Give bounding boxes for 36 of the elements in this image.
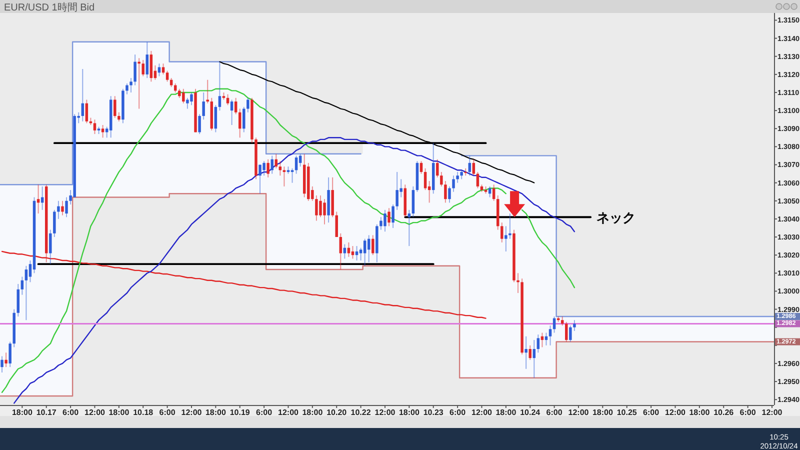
x-tick-label: 18:00 [205,408,226,417]
x-tick-label: 12:00 [278,408,300,417]
x-tick-label: 6:00 [256,408,273,417]
series-label: ネック [596,210,636,225]
x-tick-label: 6:00 [450,408,466,417]
x-tick-label: 10.19 [230,408,250,417]
x-tick-label: 18:00 [302,408,324,417]
line-series [1,250,486,319]
x-tick-label: 18:00 [496,408,517,417]
x-tick-label: 12:00 [84,408,106,417]
x-tick-label: 12:00 [181,408,202,417]
x-tick-label: 6:00 [546,408,563,417]
x-tick-label: 12:00 [374,408,396,417]
x-tick-label: 10.25 [616,408,638,417]
x-tick-label: 6:00 [62,408,80,417]
x-tick-label: 10.26 [714,408,734,417]
x-tick-label: 18:00 [12,408,33,417]
x-tick-label: 10.17 [36,408,57,417]
x-tick-label: 12:00 [665,408,686,417]
chart-title: EUR/USD 1時間 Bid [4,2,95,14]
x-tick-label: 10.23 [423,408,444,417]
x-tick-label: 6:00 [159,408,176,417]
x-tick-label: 18:00 [108,408,130,417]
x-tick-label: 12:00 [762,408,783,417]
x-tick-label: 6:00 [643,408,660,417]
line-series [14,137,576,404]
x-tick-label: 12:00 [472,408,493,417]
x-tick-label: 10.18 [133,408,154,417]
x-tick-label: 18:00 [592,408,614,417]
x-tick-label: 10.20 [326,408,348,417]
x-tick-label: 10.24 [520,408,541,417]
x-tick-label: 18:00 [398,408,420,417]
x-tick-label: 18:00 [689,408,710,417]
x-tick-label: 6:00 [740,408,756,417]
x-tick-label: 12:00 [568,408,590,417]
x-tick-label: 10.22 [350,408,372,417]
